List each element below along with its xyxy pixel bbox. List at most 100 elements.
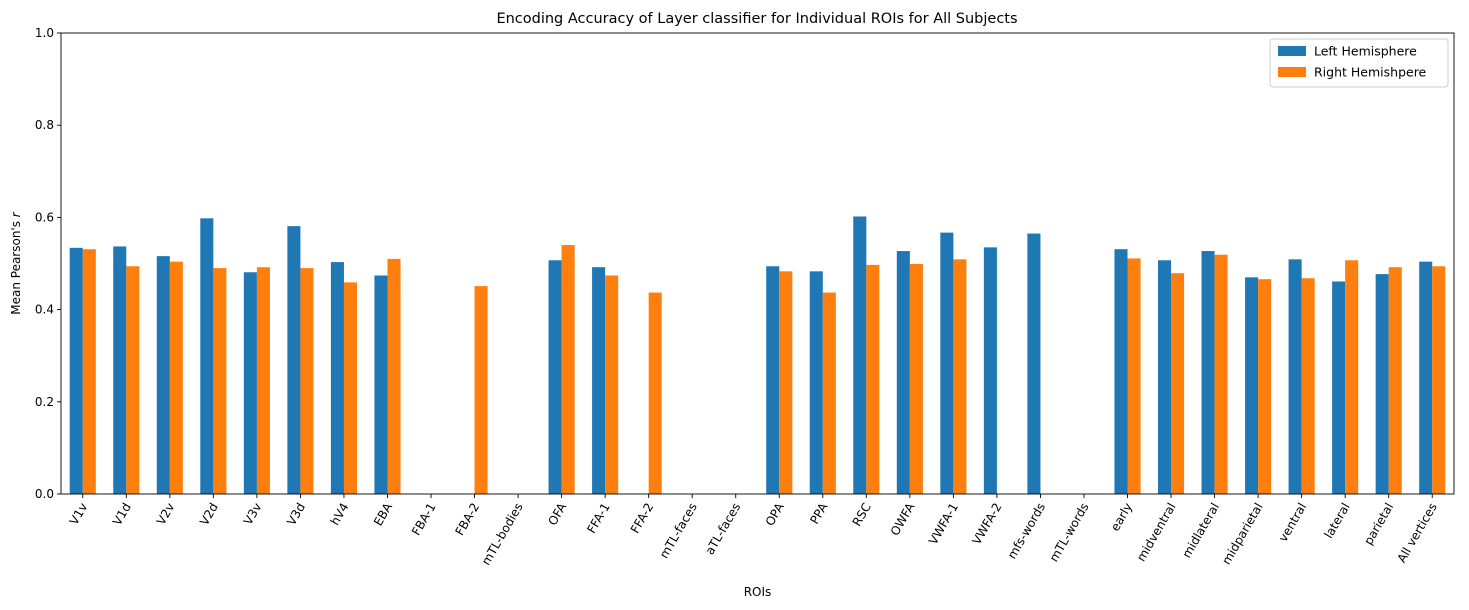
y-axis: 0.0 0.2 0.4 0.6 0.8 1.0 <box>35 26 61 501</box>
legend-swatch <box>1278 67 1306 77</box>
bar-right-EBA <box>387 258 401 494</box>
chart-title: Encoding Accuracy of Layer classifier fo… <box>496 11 1017 27</box>
bar-left-V3v <box>243 272 257 494</box>
x-tick-label: FBA-2 <box>452 501 482 538</box>
bar-right-lateral <box>1345 260 1359 494</box>
x-tick-label: VWFA-2 <box>969 501 1004 548</box>
legend-swatch <box>1278 46 1306 56</box>
bar-right-V1d <box>126 266 140 494</box>
x-tick-label: FFA-1 <box>584 501 612 536</box>
bar-right-midventral <box>1171 273 1185 494</box>
x-tick-label: PPA <box>807 500 830 527</box>
bar-right-V1v <box>82 249 96 494</box>
x-tick-label: All vertices <box>1395 501 1440 565</box>
x-tick-label: VWFA-1 <box>926 501 961 548</box>
bar-right-FBA-2 <box>474 286 488 494</box>
x-tick-label: mfs-words <box>1005 501 1048 562</box>
bar-right-V2d <box>213 268 227 494</box>
bar-right-All vertices <box>1432 266 1446 494</box>
bar-right-hV4 <box>343 282 358 494</box>
x-tick-label: mTL-words <box>1047 501 1092 565</box>
bar-right-FFA-1 <box>605 275 619 494</box>
y-tick-label: 1.0 <box>35 26 54 40</box>
x-tick-label: hV4 <box>328 501 352 528</box>
legend-entry-label: Right Hemishpere <box>1314 65 1427 80</box>
x-tick-label: midparietal <box>1219 501 1265 567</box>
bar-left-early <box>1114 249 1128 494</box>
y-tick-label: 0.6 <box>35 210 54 224</box>
bar-right-midlateral <box>1214 254 1228 494</box>
bar-right-midparietal <box>1258 279 1272 494</box>
x-tick-label: EBA <box>371 500 396 528</box>
x-tick-label: V1v <box>67 501 91 528</box>
bar-right-early <box>1127 258 1141 494</box>
x-tick-label: OPA <box>763 500 788 529</box>
bar-left-FFA-1 <box>592 267 606 494</box>
y-axis-label: Mean Pearson's r <box>9 211 23 315</box>
bar-left-V1d <box>113 246 127 494</box>
x-tick-label: RSC <box>850 501 874 529</box>
bar-left-RSC <box>853 216 867 494</box>
x-tick-label: mTL-faces <box>657 501 700 561</box>
bar-left-midventral <box>1157 260 1172 494</box>
x-tick-label: V1d <box>110 501 134 528</box>
bar-right-V3d <box>300 268 314 494</box>
x-axis-label: ROIs <box>744 585 772 599</box>
bar-left-parietal <box>1375 274 1389 494</box>
x-tick-label: V3d <box>284 501 308 528</box>
y-tick-label: 0.0 <box>35 487 54 501</box>
bar-right-V3v <box>256 267 270 494</box>
y-axis-label-variable: r <box>9 211 23 217</box>
bar-left-V1v <box>69 247 83 494</box>
bar-left-V2d <box>200 218 214 494</box>
bar-right-VWFA-1 <box>953 259 967 494</box>
y-tick-label: 0.4 <box>35 303 54 317</box>
y-axis-label-prefix: Mean Pearson's <box>9 217 23 315</box>
y-tick-label: 0.8 <box>35 118 54 132</box>
bar-left-midlateral <box>1201 251 1215 494</box>
x-tick-label: mTL-bodies <box>479 501 526 568</box>
x-tick-label: V2v <box>154 501 178 528</box>
x-tick-label: lateral <box>1321 501 1352 541</box>
bar-right-RSC <box>866 264 880 494</box>
x-tick-label: aTL-faces <box>703 501 744 558</box>
bar-left-All vertices <box>1419 261 1433 494</box>
plot-frame <box>60 32 1455 495</box>
bar-left-OWFA <box>896 251 910 494</box>
x-tick-label: OFA <box>545 500 569 528</box>
bar-left-EBA <box>374 275 388 494</box>
bar-left-OPA <box>766 266 780 494</box>
bar-right-ventral <box>1301 278 1315 494</box>
bar-right-FFA-2 <box>648 292 662 494</box>
bar-left-ventral <box>1288 259 1302 494</box>
bar-left-PPA <box>809 271 823 494</box>
x-tick-label: ventral <box>1276 501 1309 545</box>
x-tick-label: OWFA <box>888 500 918 538</box>
bar-left-VWFA-2 <box>983 247 997 494</box>
bar-right-PPA <box>822 292 836 494</box>
x-axis: V1v V1d V2v V2d V3v V3d hV4 EBA FBA-1 FBA-2mTL-bo… <box>67 494 1440 568</box>
bar-left-OFA <box>548 260 562 494</box>
x-tick-label: midventral <box>1134 501 1179 564</box>
x-tick-label: V3v <box>241 501 265 528</box>
x-tick-label: V2d <box>197 501 221 528</box>
y-tick-label: 0.2 <box>35 395 54 409</box>
bar-left-VWFA-1 <box>940 232 954 494</box>
x-tick-label: midlateral <box>1180 501 1223 561</box>
x-tick-label: early <box>1108 501 1135 534</box>
bar-left-mfs-words <box>1027 233 1041 494</box>
bar-left-hV4 <box>330 262 344 494</box>
bar-right-OWFA <box>909 263 923 494</box>
legend: Left Hemisphere Right Hemishpere <box>1269 38 1449 88</box>
bar-left-lateral <box>1332 281 1346 494</box>
bar-left-midparietal <box>1245 277 1259 494</box>
bar-right-OPA <box>779 271 793 494</box>
x-tick-label: FFA-2 <box>628 501 656 536</box>
bar-right-OFA <box>561 245 575 494</box>
legend-box <box>1269 38 1449 88</box>
x-tick-label: parietal <box>1361 501 1396 548</box>
bar-left-V3d <box>287 226 301 494</box>
bar-left-V2v <box>156 256 170 494</box>
bar-right-parietal <box>1388 267 1402 494</box>
